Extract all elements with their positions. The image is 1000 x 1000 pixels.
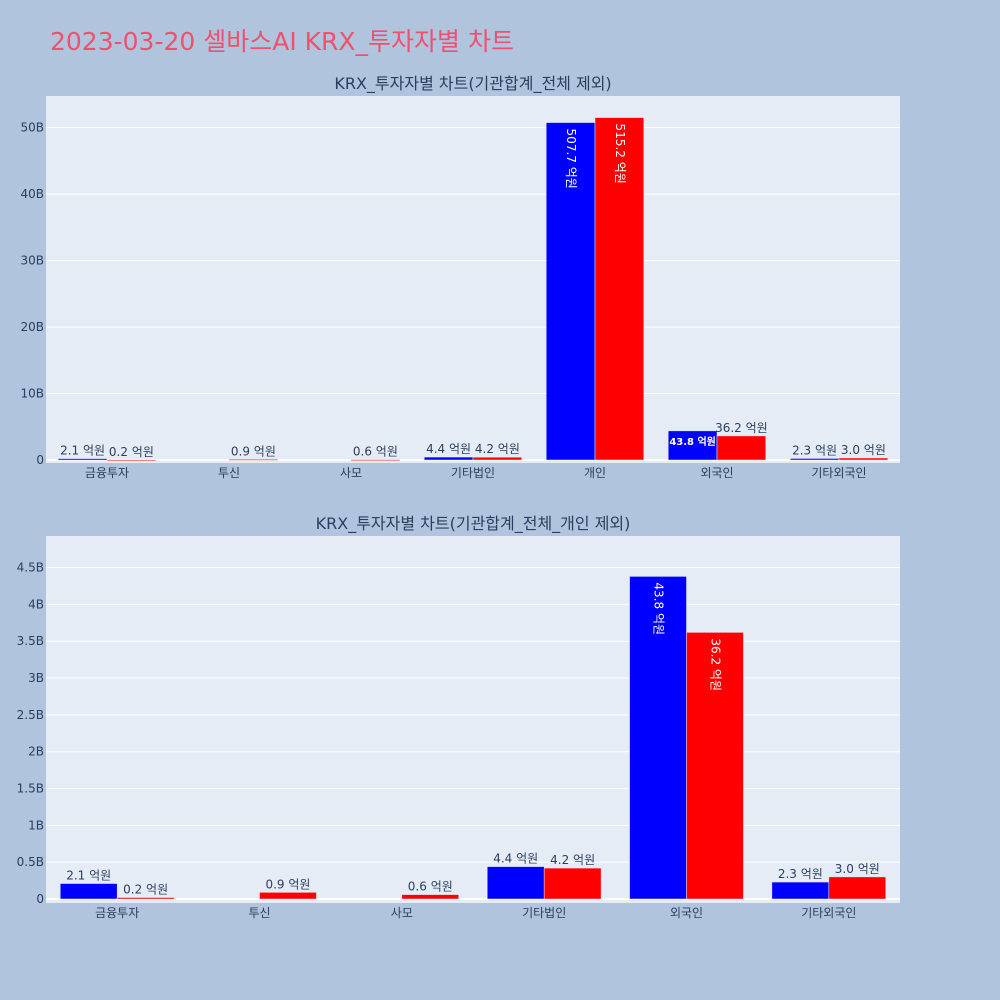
y-tick-label: 30B xyxy=(20,254,44,268)
y-tick-label: 2B xyxy=(28,745,44,759)
x-tick-label: 사모 xyxy=(340,466,362,480)
plot-area xyxy=(46,536,900,903)
data-label: 4.2 억원 xyxy=(475,442,520,456)
x-tick-label: 기타법인 xyxy=(522,906,566,920)
chart-title: KRX_투자자별 차트(기관합계_전체 제외) xyxy=(334,74,611,94)
data-label: 0.6 억원 xyxy=(353,445,398,459)
bar xyxy=(594,117,645,461)
data-label: 43.8 억원 xyxy=(669,435,716,448)
bar xyxy=(401,894,460,900)
bar xyxy=(716,435,767,461)
data-label: 36.2 억원 xyxy=(708,638,722,691)
bar xyxy=(771,881,830,900)
data-label: 36.2 억원 xyxy=(715,421,768,435)
data-label: 0.9 억원 xyxy=(231,444,276,458)
y-tick-label: 2.5B xyxy=(17,708,44,722)
x-tick-label: 기타외국인 xyxy=(801,906,856,920)
bar xyxy=(350,459,401,461)
bar xyxy=(106,459,157,462)
y-tick-label: 0 xyxy=(36,453,44,467)
x-tick-label: 사모 xyxy=(391,906,413,920)
bar xyxy=(57,458,108,461)
data-label: 4.4 억원 xyxy=(493,852,538,866)
x-tick-label: 기타법인 xyxy=(451,466,495,480)
data-label: 2.1 억원 xyxy=(60,444,105,458)
x-tick-label: 외국인 xyxy=(670,906,703,920)
data-label: 0.6 억원 xyxy=(408,880,453,894)
x-tick-label: 금융투자 xyxy=(85,466,129,480)
bar xyxy=(259,892,317,900)
bar xyxy=(629,576,687,900)
x-tick-label: 투신 xyxy=(248,906,270,920)
data-label: 3.0 억원 xyxy=(835,862,880,876)
data-label: 3.0 억원 xyxy=(841,443,886,457)
bar xyxy=(667,430,718,461)
bar xyxy=(116,897,175,900)
data-label: 43.8 억원 xyxy=(652,582,666,635)
page-title: 2023-03-20 셀바스AI KRX_투자자별 차트 xyxy=(50,27,514,56)
bar xyxy=(543,867,602,900)
data-label: 2.1 억원 xyxy=(66,869,111,883)
x-tick-label: 외국인 xyxy=(700,466,733,480)
y-tick-label: 3.5B xyxy=(17,634,44,648)
y-tick-label: 40B xyxy=(20,187,44,201)
data-label: 4.2 억원 xyxy=(550,853,595,867)
y-tick-label: 10B xyxy=(20,387,44,401)
bar xyxy=(59,883,118,900)
y-tick-label: 1.5B xyxy=(17,782,44,796)
data-label: 0.2 억원 xyxy=(123,883,168,897)
bar xyxy=(838,457,889,461)
y-tick-label: 0.5B xyxy=(17,855,44,869)
bar xyxy=(472,456,523,461)
y-tick-label: 4B xyxy=(28,597,44,611)
x-tick-label: 개인 xyxy=(584,466,606,480)
y-tick-label: 4.5B xyxy=(17,561,44,575)
plot-area xyxy=(46,96,900,463)
y-tick-label: 50B xyxy=(20,121,44,135)
data-label: 515.2 억원 xyxy=(613,124,627,184)
data-label: 0.2 억원 xyxy=(109,445,154,459)
bar xyxy=(789,458,840,461)
y-tick-label: 0 xyxy=(36,892,44,906)
bar xyxy=(423,456,474,461)
chart-title: KRX_투자자별 차트(기관합계_전체_개인 제외) xyxy=(316,514,631,534)
bar xyxy=(486,866,545,900)
x-tick-label: 기타외국인 xyxy=(811,466,866,480)
x-tick-label: 투신 xyxy=(218,466,240,480)
data-label: 0.9 억원 xyxy=(265,877,310,891)
data-label: 2.3 억원 xyxy=(778,867,823,881)
data-label: 507.7 억원 xyxy=(564,129,578,189)
y-tick-label: 3B xyxy=(28,671,44,685)
x-tick-label: 금융투자 xyxy=(95,906,139,920)
bar xyxy=(686,632,744,900)
bar xyxy=(228,459,279,461)
y-tick-label: 20B xyxy=(20,320,44,334)
bar xyxy=(828,876,887,900)
data-label: 2.3 억원 xyxy=(792,443,837,457)
data-label: 4.4 억원 xyxy=(426,442,471,456)
y-tick-label: 1B xyxy=(28,818,44,832)
